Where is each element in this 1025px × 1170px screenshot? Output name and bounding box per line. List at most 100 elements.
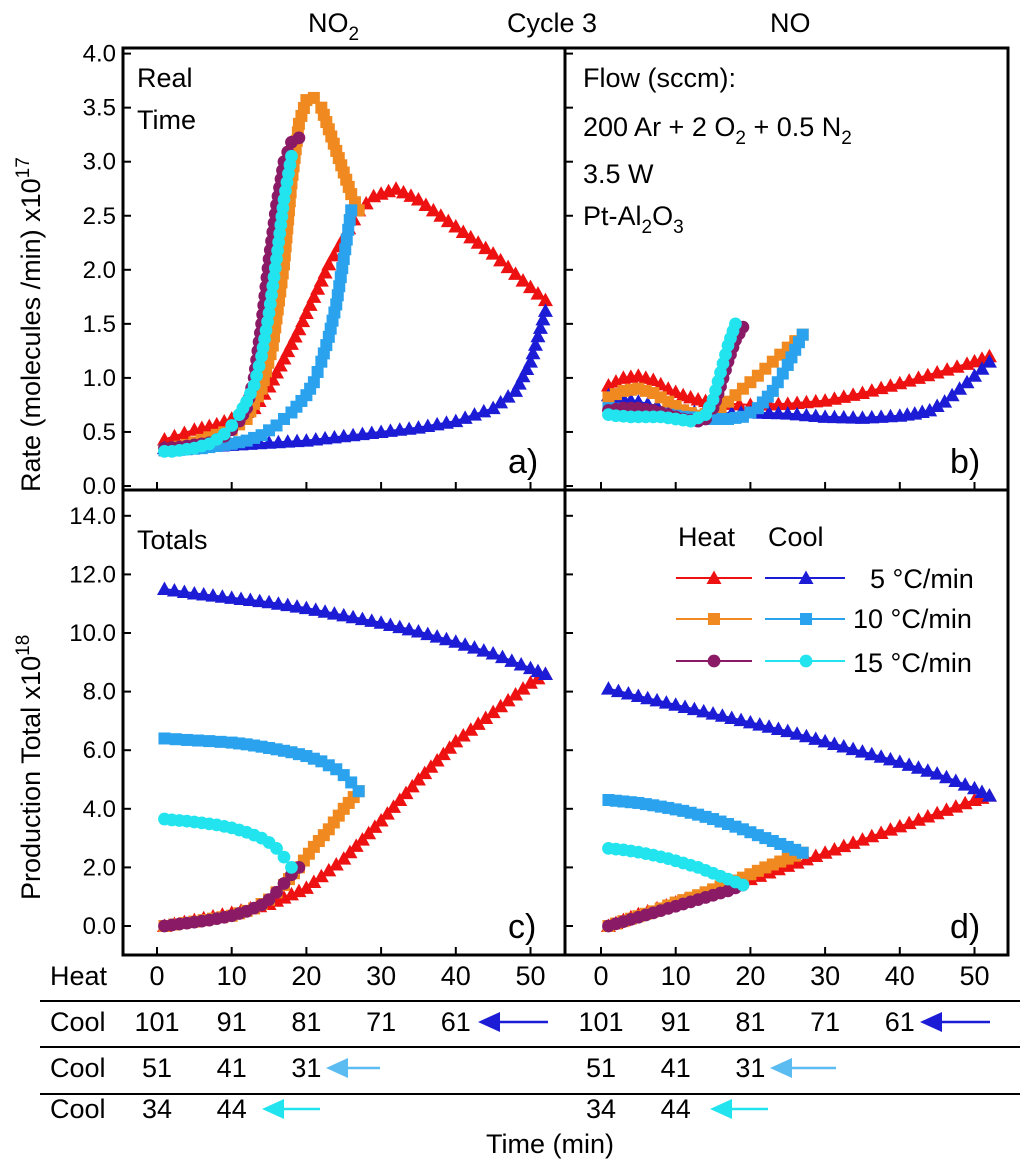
cool-row-10: 51 41 31 51 41 31 [142,1053,765,1083]
data-point-b-heat5 [600,377,616,392]
data-point-a-heat10 [278,249,291,262]
data-point-a-heat5 [433,208,449,222]
data-point-a-heat5 [291,321,307,336]
panel-d-label: d) [950,908,980,946]
bottom-y-tick-label: 6.0 [83,737,116,764]
data-point-c-heat15 [270,885,283,899]
series-b-heat10 [602,328,809,422]
data-point-a-cool5 [270,434,286,449]
data-point-a-heat5 [326,247,342,262]
data-point-a-cool5 [420,418,436,433]
table-cool-label-2: Cool [50,1053,106,1083]
data-point-a-cool5 [530,328,546,343]
cool-time-value: 91 [661,1007,691,1037]
data-point-a-cool5 [525,345,541,360]
data-point-a-heat5 [463,229,479,244]
heat-time-tick: 0 [149,961,164,991]
data-point-a-heat5 [317,265,333,279]
data-point-a-cool5 [289,433,305,448]
data-point-a-heat5 [523,279,538,294]
series-d-cool10 [602,794,809,859]
data-point-a-heat5 [455,224,471,238]
data-point-a-cool5 [438,415,454,429]
data-point-a-cool10 [248,431,261,444]
data-point-d-cool5 [957,777,973,791]
data-point-b-cool5 [974,361,990,375]
data-point-a-cool5 [392,422,408,436]
data-point-a-heat5 [485,246,501,260]
heat-time-tick: 30 [366,961,396,991]
data-point-a-heat10 [320,116,333,129]
cool-row-15: 34 44 34 44 [142,1094,691,1124]
data-point-a-cool15 [225,419,239,432]
heat-time-tick: 40 [441,961,471,991]
data-point-a-cool5 [448,413,464,428]
top-y-tick-label: 3.5 [83,95,116,122]
panel-a-note-real: Real [137,63,193,93]
legend-cool-marker-rate-5 [798,570,814,584]
data-point-c-heat5 [386,799,402,813]
panel-b-power: 3.5 W [583,159,654,189]
data-point-d-cool5 [967,780,982,795]
header-no2: NO2 [308,8,359,45]
cool-row-5: 101 91 81 71 61 101 91 81 71 61 [134,1007,914,1037]
data-point-a-cool15 [255,349,268,363]
top-y-tick-labels: 0.0 0.5 1.0 1.5 2.0 2.5 3.0 3.5 4.0 [83,41,116,500]
data-point-a-cool10 [345,204,358,217]
panel-c-plot [156,581,553,933]
data-point-a-heat5 [280,343,296,358]
data-point-c-heat5 [493,698,509,713]
data-point-b-heat5 [653,376,669,391]
panel-b-catalyst: Pt-Al2O3 [583,201,684,238]
panel-a-note-time: Time [137,105,196,135]
heat-time-tick: 30 [810,961,840,991]
data-point-c-heat5 [463,722,479,736]
data-point-a-cool15 [252,359,266,373]
cool-time-value: 61 [885,1007,915,1037]
data-point-c-cool5 [523,660,538,675]
data-point-c-heat5 [455,728,471,742]
data-point-a-cool5 [261,435,277,449]
data-point-a-heat5 [418,197,434,211]
bottom-y-tick-label: 2.0 [83,854,116,881]
data-point-c-cool5 [513,656,529,671]
series-c-cool15 [158,812,298,874]
data-point-b-cool5 [981,354,997,368]
data-point-b-cool5 [959,374,975,389]
cool-time-value: 31 [291,1053,321,1083]
data-point-c-cool5 [494,649,510,664]
data-point-a-cool15 [232,408,246,422]
data-point-a-cool5 [485,400,501,415]
data-point-a-cool5 [280,434,296,448]
data-point-d-cool5 [600,681,616,695]
data-point-a-cool5 [457,410,473,424]
top-y-axis-label: Rate (molecules /min) x1017 [13,157,46,492]
data-point-c-heat5 [328,856,344,871]
data-point-c-cool15 [285,861,298,874]
legend-rate-10: 10 °C/min [853,604,972,634]
data-point-b-heat5 [608,374,624,388]
data-point-a-heat10 [248,397,261,410]
table-cool-label-1: Cool [50,1007,106,1037]
data-point-a-heat5 [537,292,553,307]
data-point-a-heat5 [396,184,412,199]
data-point-d-cool5 [981,788,997,802]
heat-time-tick: 20 [291,961,321,991]
data-point-b-cool5 [929,398,945,413]
cool-time-value: 34 [586,1094,616,1124]
data-point-d-cool10 [602,794,615,807]
data-point-a-heat5 [306,289,322,303]
data-point-a-cool10 [337,252,350,265]
arrow-cool-15-left-head [262,1099,284,1119]
top-y-tick-label: 0.5 [83,419,116,446]
series-b-cool15 [602,317,742,428]
series-d-heat15 [602,878,750,933]
data-point-c-heat15 [277,877,291,890]
legend-rate-5: 5 °C/min [870,564,974,594]
arrow-cool-10-left-head [326,1058,348,1078]
bottom-y-tick-label: 14.0 [69,503,116,530]
data-point-c-cool10 [180,733,193,746]
cool-time-value: 71 [366,1007,396,1037]
data-point-a-cool10 [331,289,344,302]
panel-b-flow-title: Flow (sccm): [583,63,736,93]
